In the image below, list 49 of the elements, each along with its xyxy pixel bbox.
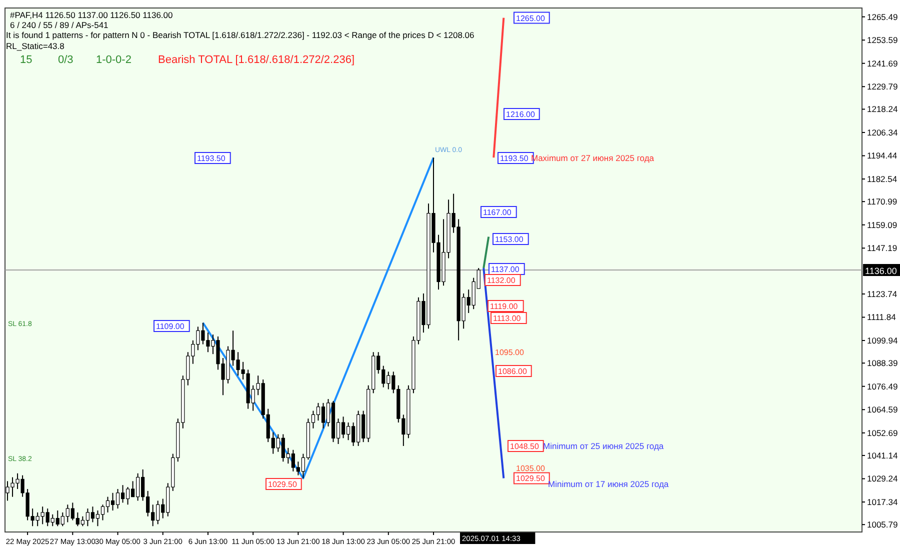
annotation: 1-0-0-2 (96, 54, 132, 66)
y-tick-label: 1159.09 (867, 220, 898, 230)
y-tick-label: 1241.69 (867, 58, 898, 68)
annotation: 0/3 (58, 54, 74, 66)
annotation: 1167.00 (483, 208, 512, 217)
y-tick-label: 1111.84 (867, 312, 896, 322)
y-tick-label: 1088.39 (867, 358, 898, 368)
annotation: 1035.00 (516, 464, 546, 473)
annotation: 1193.50 (197, 154, 226, 163)
y-tick-label: 1017.34 (867, 497, 898, 508)
annotation: 1029.50 (268, 480, 298, 489)
y-tick-label: 1194.44 (867, 150, 898, 161)
annotation: 1137.00 (491, 265, 520, 274)
annotation: 1265.00 (516, 14, 546, 23)
annotation: 1029.50 (516, 474, 546, 484)
annotation: 1216.00 (506, 110, 536, 119)
y-tick-label: 1076.49 (867, 381, 898, 392)
y-tick-label: 1147.19 (867, 243, 898, 254)
annotation: RL_Static=43.8 (6, 41, 65, 51)
y-tick-label: 1182.54 (867, 174, 898, 184)
y-tick-label: 1265.49 (867, 12, 898, 22)
y-tick-label: 1005.79 (867, 520, 898, 530)
chart-title: #PAF,H4 1126.50 1137.00 1126.50 1136.00 (10, 10, 174, 20)
y-tick-label: 1218.24 (867, 104, 898, 114)
y-tick-label: 1099.94 (867, 336, 898, 346)
ref-line-label: 1136.00 (865, 266, 897, 276)
y-tick-label: 1041.14 (867, 450, 898, 460)
y-tick-label: 1170.99 (867, 196, 898, 207)
y-tick-label: 1123.74 (867, 288, 898, 299)
annotation: 1095.00 (495, 348, 524, 357)
annotation: 15 (20, 54, 32, 66)
y-tick-label: 1253.59 (867, 35, 898, 46)
y-tick-label: 1029.24 (867, 474, 898, 484)
text: 6 / 240 / 55 / 89 / APs-541 (10, 20, 109, 30)
annotation: Minimum от 17 июня 2025 года (548, 479, 669, 489)
annotation: Bearish TOTAL [1.618/.618/1.272/2.236] (158, 54, 355, 66)
annotation: 1153.00 (495, 235, 524, 244)
y-tick-label: 1052.69 (867, 428, 898, 438)
annotation: 1109.00 (156, 322, 185, 331)
annotation: It is found 1 patterns - for pattern N 0 - Bearish TOTAL [1.618/.618/1.272/2.236] - 1192.03 < Range of the prices D < 1208.06 (6, 30, 475, 40)
annotation: 1048.50 (510, 442, 540, 451)
annotation: 1119.00 (490, 302, 518, 311)
annotation: 1132.00 (487, 276, 516, 285)
annotation: 1086.00 (498, 367, 528, 376)
annotation: 1113.00 (493, 314, 522, 323)
y-tick-label: 1229.79 (867, 82, 898, 92)
y-tick-label: 1206.34 (867, 127, 898, 138)
annotation: 1193.50 (500, 154, 529, 163)
y-tick-label: 1064.59 (867, 404, 898, 415)
